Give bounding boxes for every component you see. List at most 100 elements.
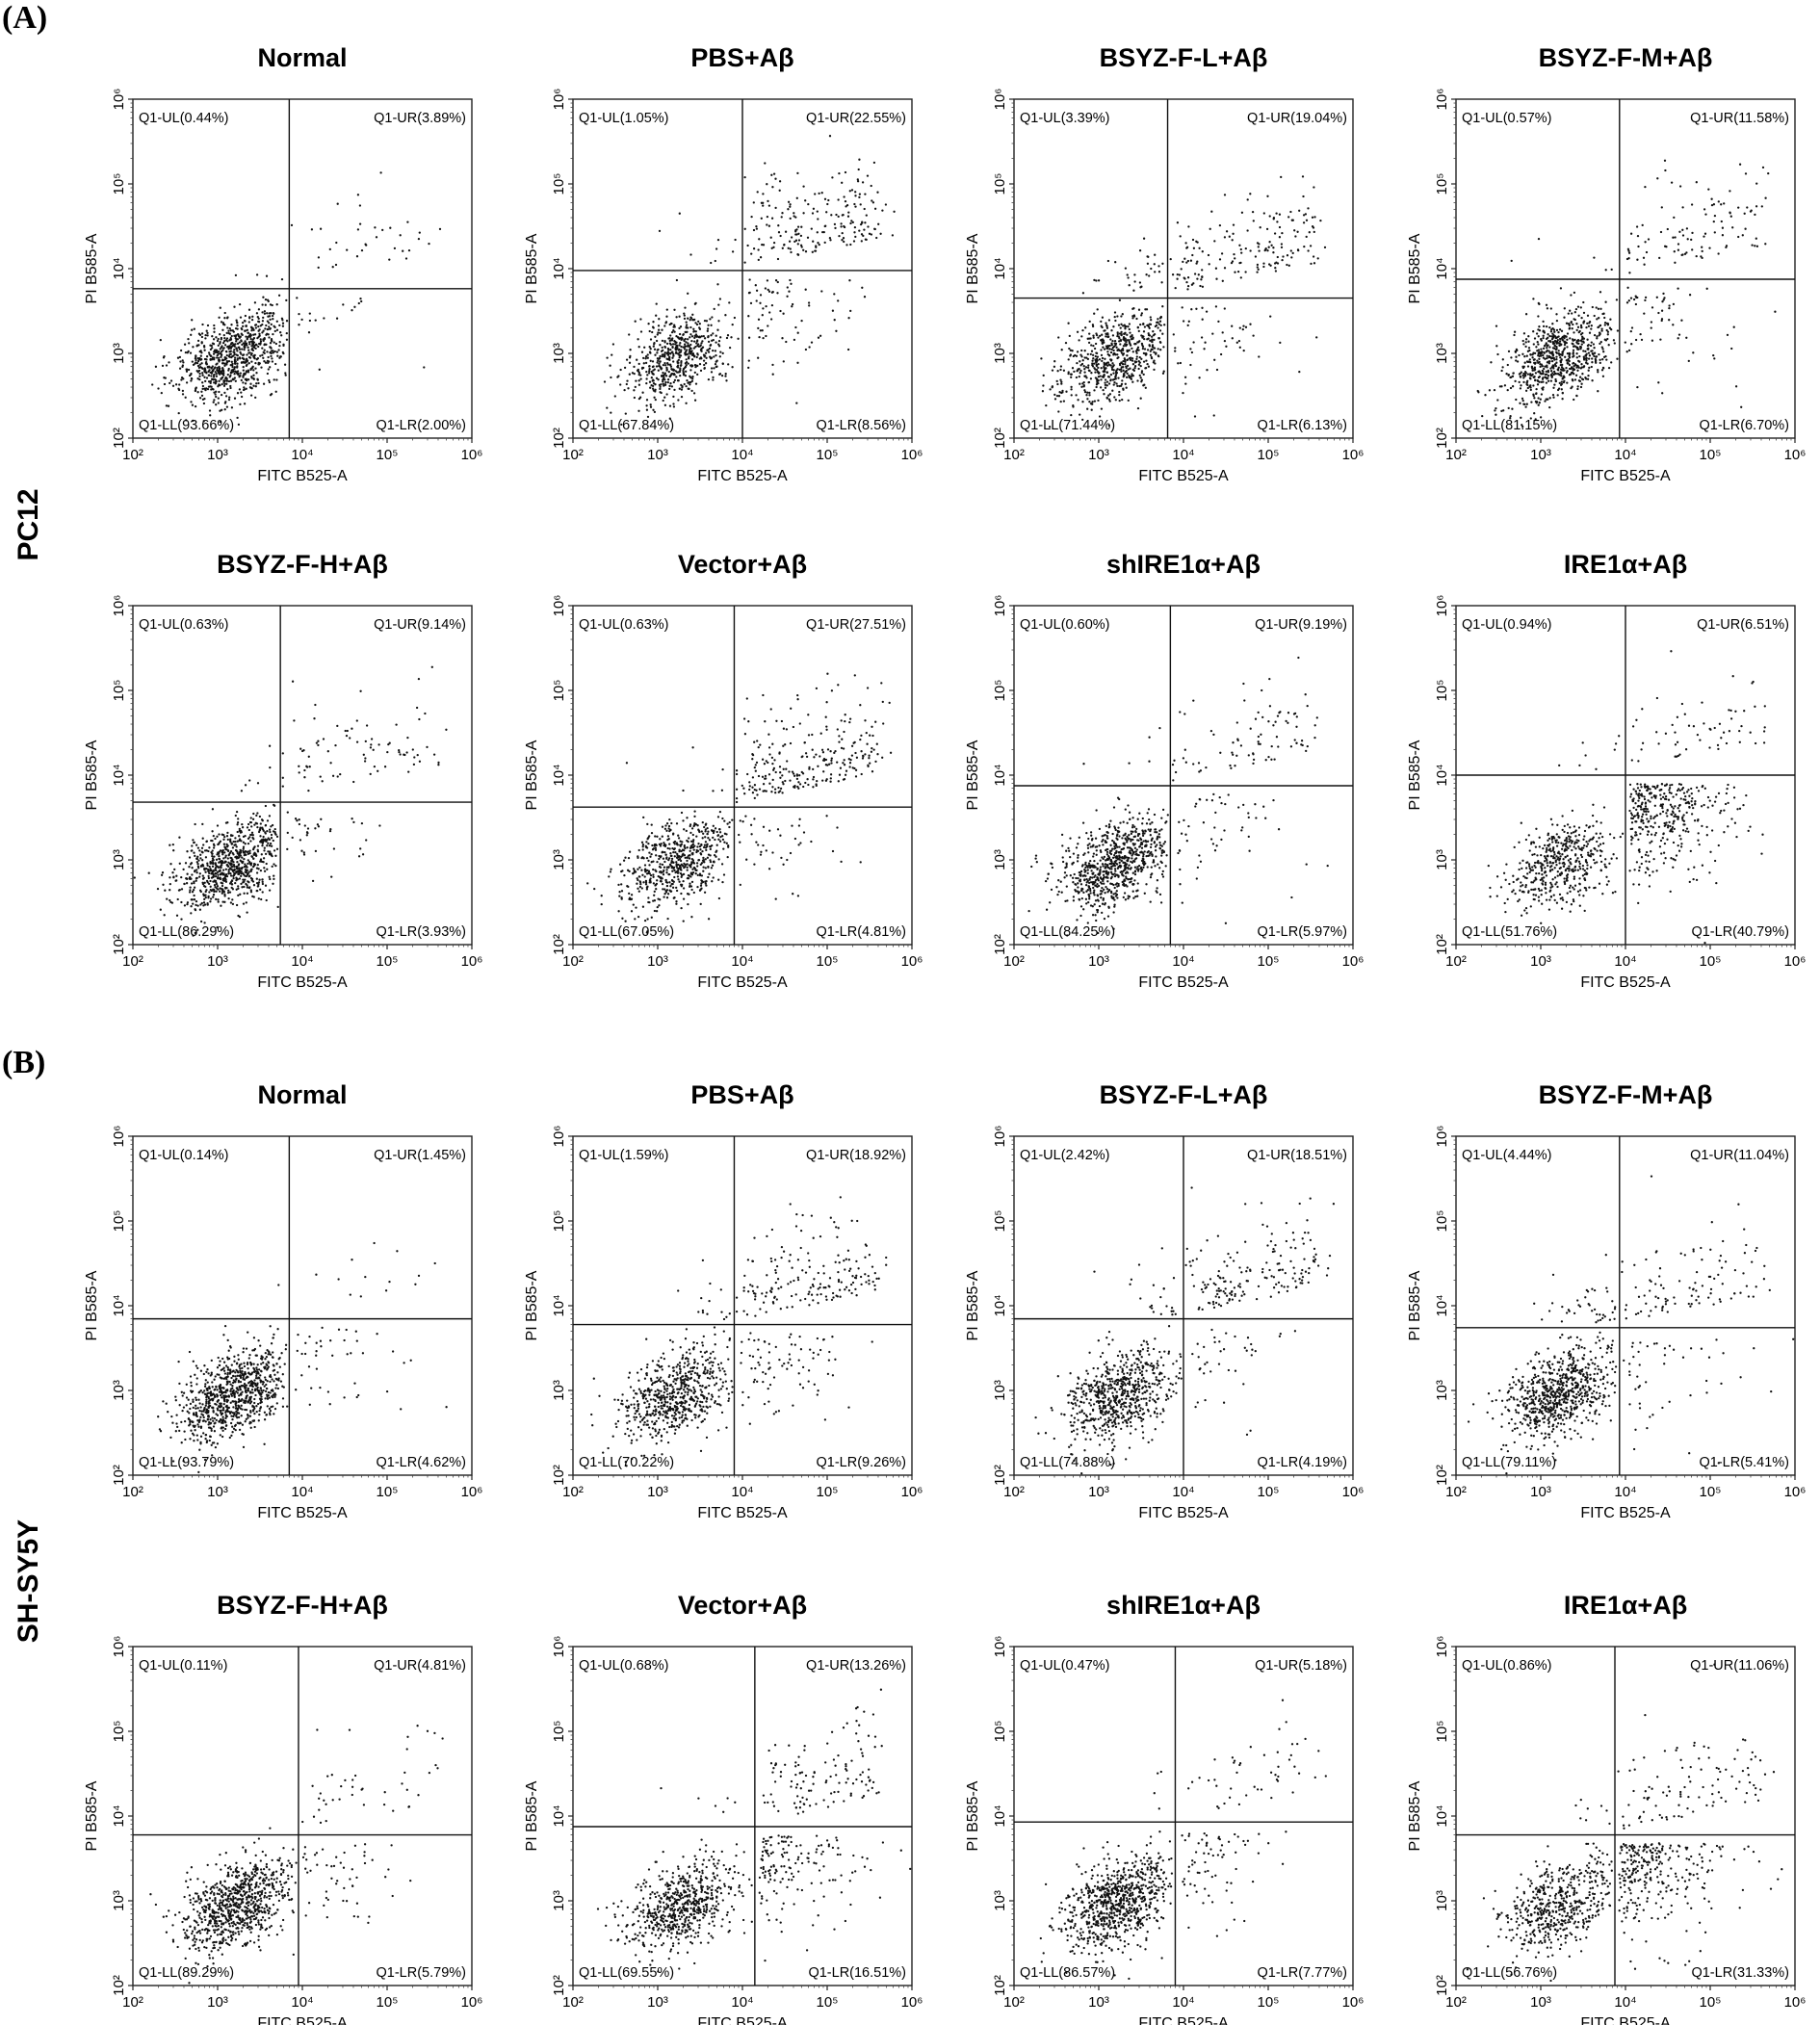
data-point bbox=[1537, 403, 1540, 406]
data-point bbox=[273, 874, 275, 877]
data-point bbox=[1551, 342, 1555, 345]
data-point bbox=[1057, 410, 1060, 413]
data-point bbox=[359, 689, 362, 692]
data-point bbox=[884, 203, 888, 206]
data-point bbox=[1537, 315, 1540, 318]
data-point bbox=[254, 821, 257, 824]
data-point bbox=[770, 217, 774, 220]
x-tick-label: 10⁴ bbox=[1172, 447, 1194, 463]
data-point bbox=[1093, 389, 1096, 392]
data-point bbox=[236, 324, 239, 327]
data-point bbox=[206, 331, 209, 335]
data-point bbox=[247, 870, 250, 873]
data-point bbox=[784, 230, 788, 233]
data-point bbox=[1558, 381, 1561, 385]
data-point bbox=[1289, 249, 1292, 252]
data-point bbox=[259, 340, 263, 343]
data-point bbox=[432, 753, 436, 756]
data-point bbox=[663, 403, 667, 406]
data-point bbox=[1541, 387, 1544, 390]
data-point bbox=[1599, 361, 1601, 365]
data-point bbox=[275, 303, 278, 306]
data-point bbox=[235, 810, 239, 814]
data-point bbox=[317, 743, 320, 747]
data-point bbox=[1764, 243, 1767, 246]
data-point bbox=[865, 214, 868, 217]
data-point bbox=[861, 286, 864, 289]
data-point bbox=[226, 326, 229, 329]
data-point bbox=[1116, 384, 1119, 388]
data-point bbox=[238, 835, 241, 838]
data-point bbox=[1313, 262, 1316, 265]
data-point bbox=[1507, 350, 1511, 353]
data-point bbox=[254, 852, 257, 856]
data-point bbox=[437, 764, 440, 766]
data-point bbox=[782, 360, 785, 363]
data-point bbox=[208, 409, 212, 412]
data-point bbox=[204, 870, 207, 873]
data-point bbox=[232, 330, 235, 333]
data-point bbox=[1708, 247, 1711, 249]
data-point bbox=[1091, 362, 1094, 365]
data-point bbox=[251, 880, 255, 883]
data-point bbox=[1521, 339, 1524, 343]
data-point bbox=[1131, 357, 1134, 360]
data-point bbox=[174, 383, 178, 386]
data-point bbox=[269, 877, 272, 881]
data-point bbox=[393, 247, 397, 250]
data-point bbox=[346, 729, 349, 733]
data-point bbox=[200, 342, 203, 345]
data-point bbox=[1643, 312, 1646, 315]
data-point bbox=[235, 865, 238, 869]
data-point bbox=[236, 823, 239, 826]
data-point bbox=[1223, 339, 1227, 343]
data-point bbox=[1552, 365, 1555, 368]
data-point bbox=[1562, 367, 1565, 370]
data-point bbox=[1122, 369, 1125, 372]
data-point bbox=[238, 915, 242, 919]
data-point bbox=[1150, 267, 1153, 271]
data-point bbox=[1563, 340, 1567, 343]
data-point bbox=[1082, 365, 1085, 368]
data-point bbox=[1500, 369, 1503, 373]
data-point bbox=[352, 780, 355, 784]
data-point bbox=[718, 355, 721, 358]
data-point bbox=[720, 374, 724, 377]
data-point bbox=[195, 387, 197, 390]
data-point bbox=[198, 908, 202, 911]
data-point bbox=[1604, 269, 1607, 272]
data-point bbox=[186, 872, 189, 875]
data-point bbox=[196, 846, 200, 849]
data-point bbox=[1129, 367, 1131, 370]
data-point bbox=[198, 372, 201, 376]
data-point bbox=[227, 398, 231, 402]
data-point bbox=[1096, 378, 1099, 382]
data-point bbox=[1551, 393, 1555, 397]
data-point bbox=[281, 322, 285, 325]
data-point bbox=[1152, 361, 1156, 364]
data-point bbox=[268, 828, 272, 831]
data-point bbox=[1551, 347, 1555, 350]
data-point bbox=[1529, 374, 1532, 376]
data-point bbox=[1205, 310, 1209, 313]
data-point bbox=[281, 752, 284, 755]
data-point bbox=[256, 825, 259, 829]
data-point bbox=[1584, 354, 1588, 357]
data-point bbox=[1099, 386, 1103, 389]
data-point bbox=[1089, 352, 1092, 356]
data-point bbox=[1511, 385, 1515, 388]
data-point bbox=[195, 879, 197, 882]
data-point bbox=[1573, 365, 1575, 368]
data-point bbox=[1281, 231, 1284, 235]
data-point bbox=[210, 344, 213, 348]
data-point bbox=[180, 918, 183, 921]
data-point bbox=[308, 312, 311, 315]
data-point bbox=[1179, 361, 1183, 365]
data-point bbox=[669, 334, 672, 337]
data-point bbox=[1144, 386, 1147, 389]
data-point bbox=[1527, 335, 1530, 338]
data-point bbox=[214, 366, 217, 369]
data-point bbox=[1713, 214, 1717, 218]
data-point bbox=[669, 348, 672, 351]
data-point bbox=[430, 665, 433, 668]
